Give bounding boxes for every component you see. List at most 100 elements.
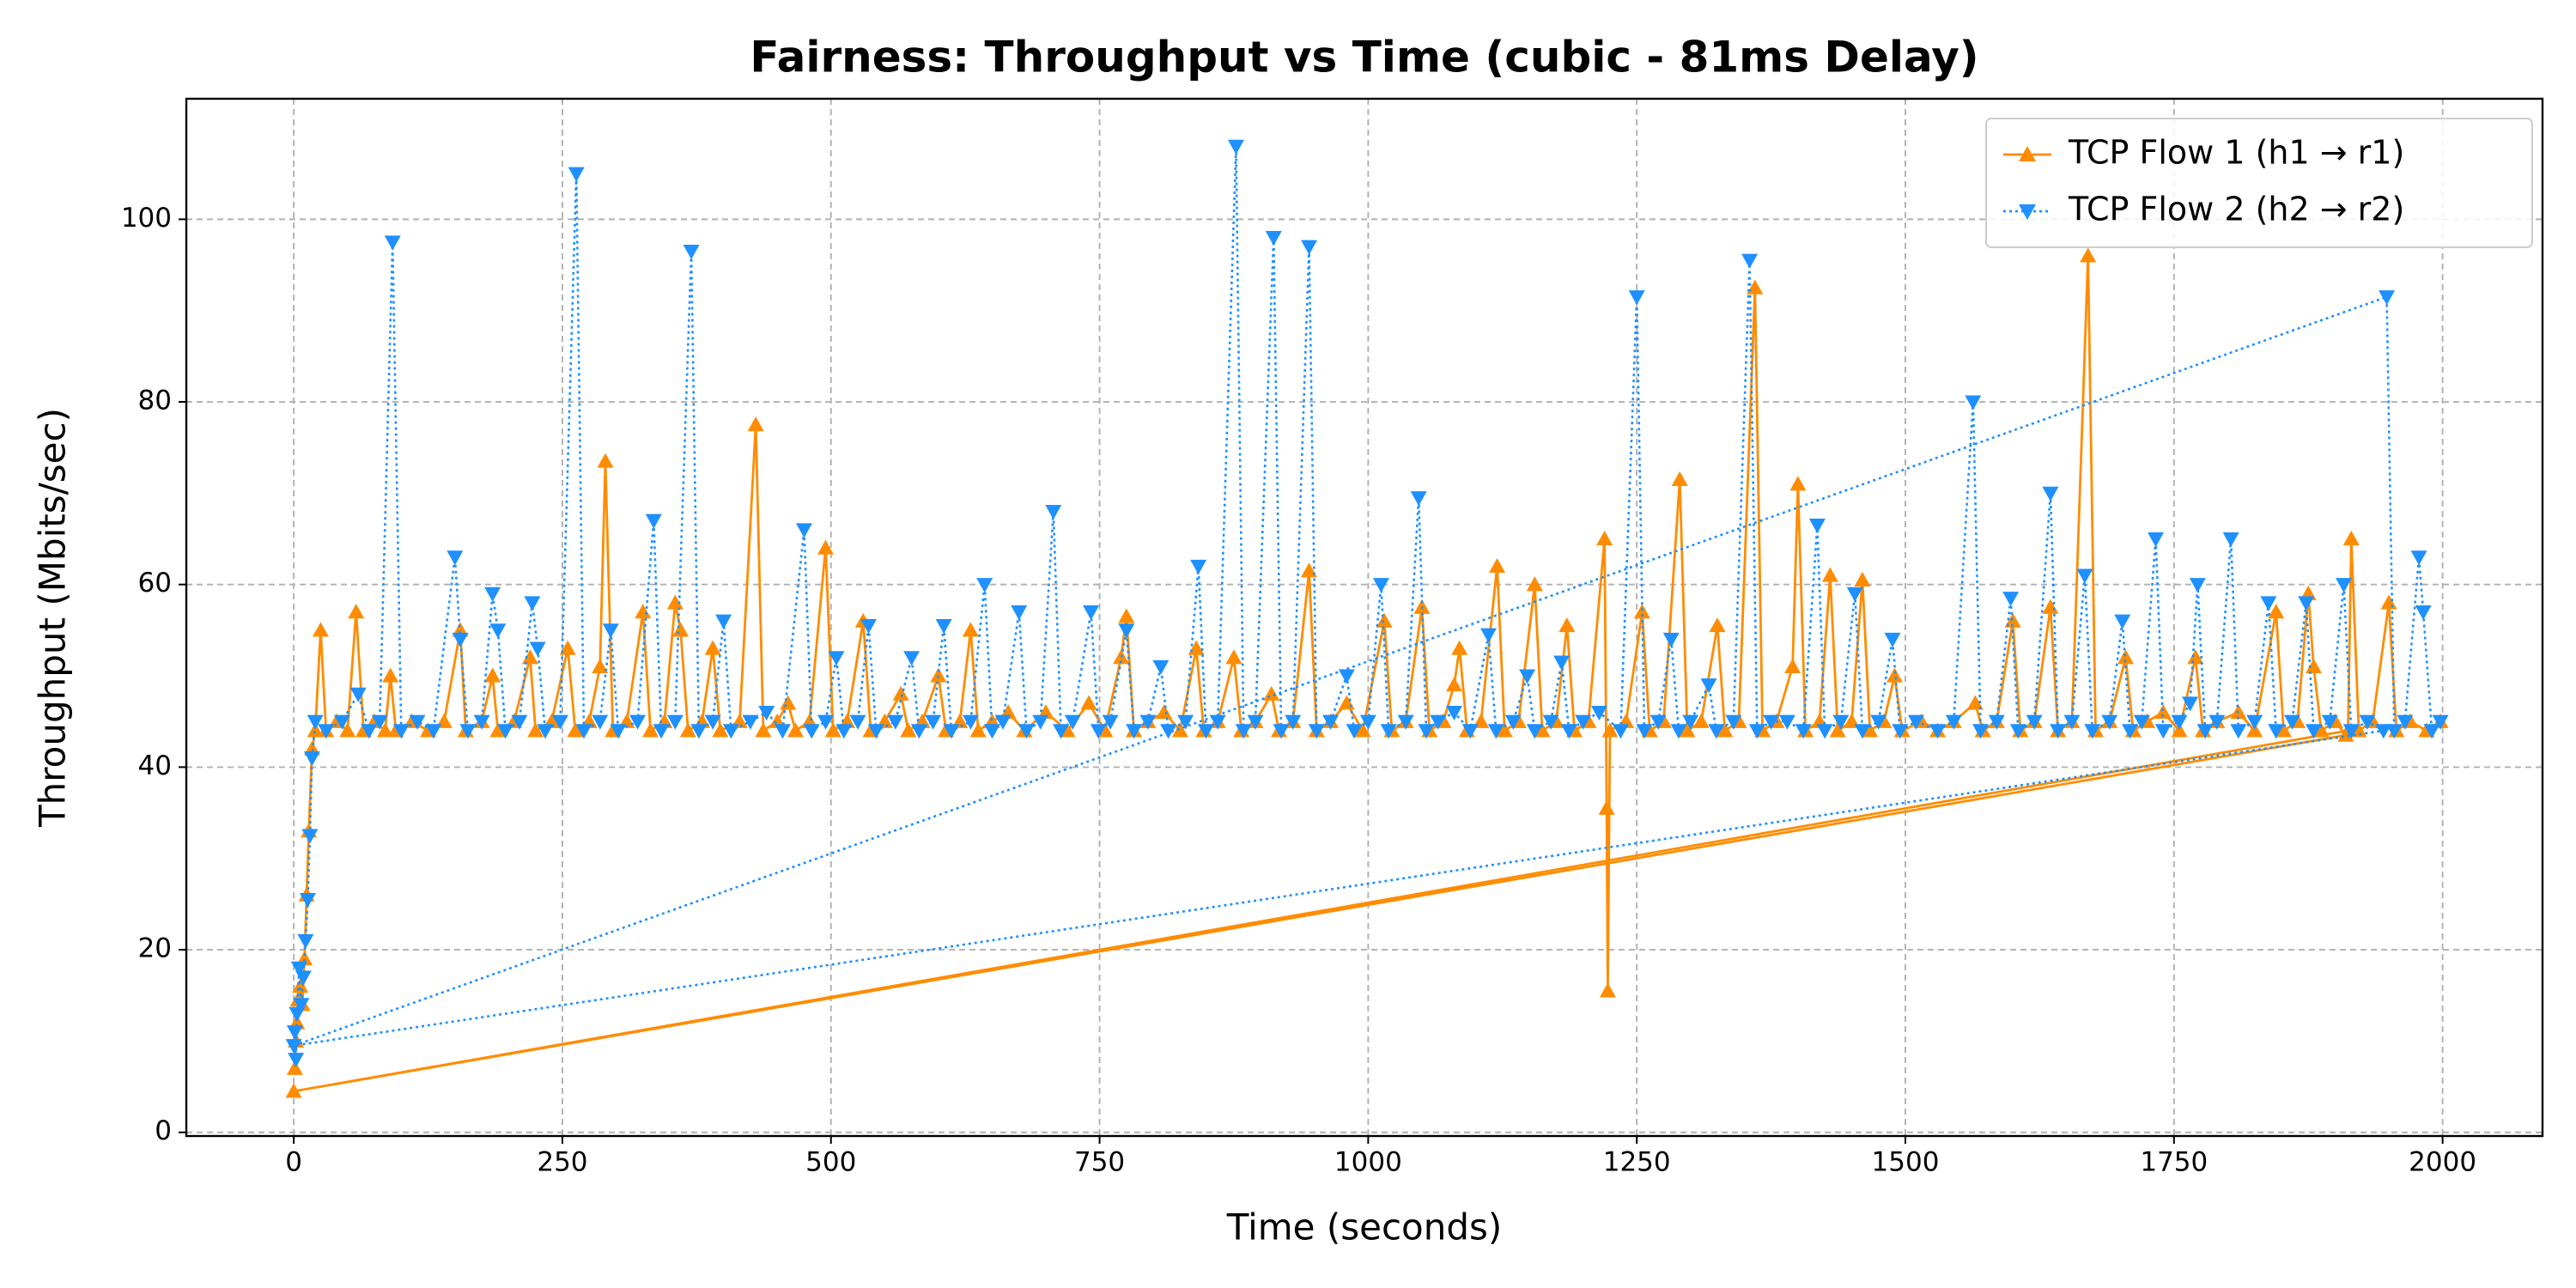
marker	[1596, 531, 1613, 546]
marker	[1152, 659, 1170, 675]
marker	[1451, 640, 1468, 655]
marker	[2432, 714, 2449, 730]
marker	[312, 622, 329, 637]
marker	[2050, 724, 2067, 739]
marker	[295, 970, 312, 986]
marker	[1884, 632, 1901, 648]
marker	[2350, 722, 2367, 738]
marker	[2154, 724, 2172, 739]
legend: TCP Flow 1 (h1 → r1) TCP Flow 2 (h2 → r2)	[1985, 118, 2533, 248]
grid	[186, 99, 2543, 1136]
marker	[2410, 550, 2427, 566]
marker	[290, 961, 307, 976]
marker	[780, 695, 797, 710]
marker	[943, 724, 960, 739]
marker	[286, 1025, 303, 1041]
marker	[1748, 724, 1765, 739]
marker	[962, 714, 979, 730]
marker	[672, 622, 690, 637]
marker	[2187, 649, 2204, 665]
marker	[642, 722, 659, 738]
marker	[318, 724, 335, 739]
marker	[409, 714, 426, 730]
marker	[1102, 714, 1119, 730]
y-tick-label: 80	[138, 386, 172, 416]
marker	[1590, 705, 1607, 721]
marker	[835, 724, 853, 739]
marker	[2019, 204, 2036, 220]
marker	[1090, 724, 1107, 739]
marker	[2182, 696, 2199, 712]
marker	[551, 714, 568, 730]
marker	[715, 614, 732, 629]
marker	[1265, 231, 1282, 246]
marker	[568, 167, 585, 182]
marker	[299, 892, 316, 908]
marker	[361, 724, 378, 739]
marker	[1263, 685, 1280, 701]
marker	[903, 651, 920, 666]
marker	[803, 724, 820, 739]
marker	[2101, 714, 2118, 730]
marker	[1808, 518, 1826, 534]
marker	[747, 416, 764, 432]
marker	[1346, 724, 1363, 739]
marker	[2222, 532, 2239, 548]
marker	[1725, 714, 1742, 730]
x-axis-label: Time (seconds)	[1226, 1206, 1503, 1249]
marker	[1410, 491, 1427, 507]
y-axis-label: Throughput (Mbits/sec)	[32, 408, 74, 828]
marker	[1892, 724, 1909, 739]
marker	[1636, 724, 1653, 739]
marker	[1526, 724, 1543, 739]
marker	[1575, 714, 1592, 730]
marker	[1526, 576, 1543, 592]
marker	[666, 594, 683, 610]
marker	[2305, 724, 2322, 739]
marker	[1966, 695, 1984, 710]
marker	[2084, 724, 2101, 739]
marker	[1821, 567, 1838, 582]
marker	[2009, 724, 2026, 739]
marker	[575, 724, 592, 739]
marker	[1372, 578, 1389, 593]
marker	[1670, 724, 1687, 739]
x-tick-label: 250	[537, 1147, 587, 1178]
marker	[1778, 714, 1795, 730]
marker	[1235, 724, 1252, 739]
marker	[1671, 471, 1688, 487]
marker	[1988, 714, 2005, 730]
marker	[537, 724, 554, 739]
marker	[2336, 578, 2353, 593]
marker	[1496, 722, 1513, 738]
marker	[1558, 617, 1576, 633]
marker	[2268, 604, 2285, 619]
marker	[1601, 722, 1619, 738]
marker	[2246, 714, 2263, 730]
marker	[1418, 724, 1435, 739]
marker	[2268, 724, 2285, 739]
marker	[1126, 724, 1143, 739]
marker	[2002, 592, 2020, 607]
marker	[1886, 667, 1903, 683]
marker	[1445, 705, 1462, 721]
marker	[1870, 714, 1887, 730]
marker	[1846, 586, 1863, 602]
marker	[679, 722, 696, 738]
marker	[524, 596, 541, 611]
marker	[2385, 724, 2403, 739]
marker	[1649, 714, 1667, 730]
marker	[690, 724, 708, 739]
marker	[1945, 714, 1962, 730]
marker	[1929, 724, 1947, 739]
marker	[1032, 714, 1049, 730]
marker	[983, 724, 1000, 739]
marker	[610, 724, 627, 739]
marker	[307, 714, 324, 730]
marker	[2305, 658, 2322, 674]
marker	[774, 724, 791, 739]
marker	[489, 623, 507, 639]
marker	[1080, 695, 1097, 710]
marker	[1795, 724, 1812, 739]
marker	[867, 724, 884, 739]
